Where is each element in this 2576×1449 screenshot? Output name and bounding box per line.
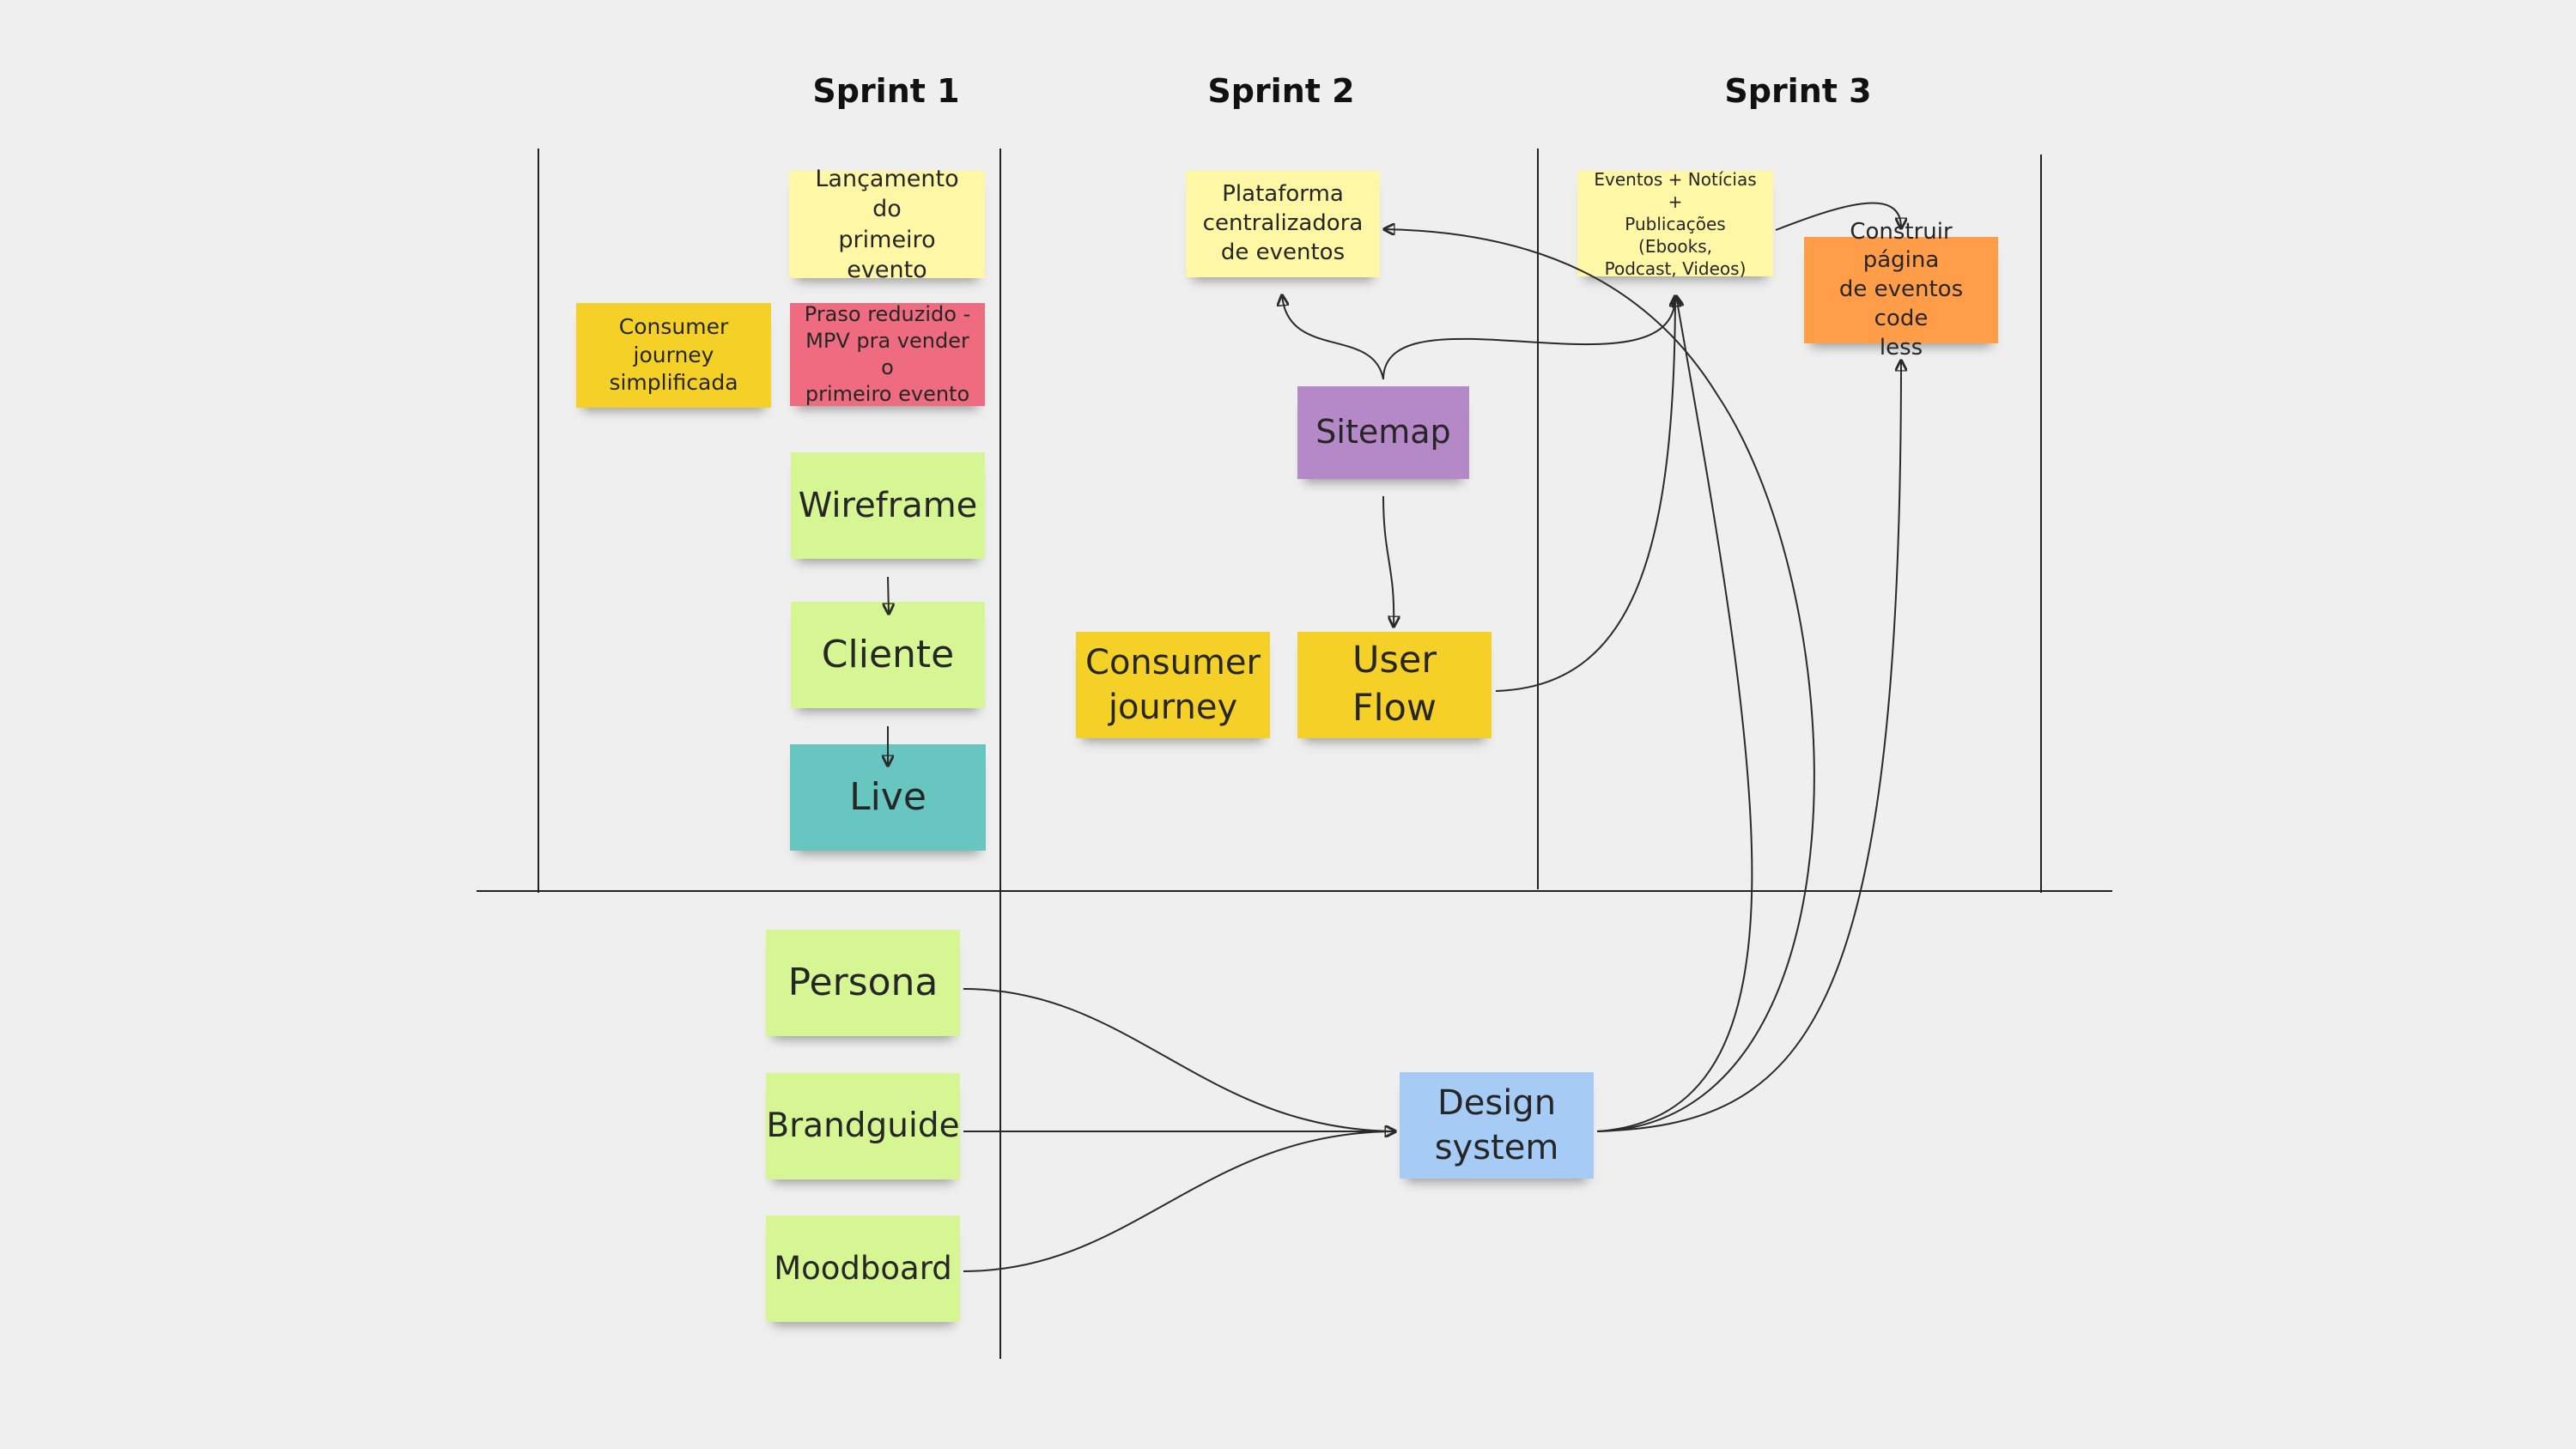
sprint-3-header: Sprint 3 xyxy=(1724,72,1872,110)
connector-sitemap-plataforma[interactable] xyxy=(1282,295,1384,380)
sticky-note-construir-pagina[interactable]: Construir página de eventos code less xyxy=(1804,219,1998,361)
sticky-note-sitemap[interactable]: Sitemap xyxy=(1297,386,1469,479)
grid-line-sprint-1-2 xyxy=(999,149,1001,1359)
grid-line-horizontal xyxy=(477,890,2112,892)
connector-designsystem-eventos[interactable] xyxy=(1596,296,1753,1132)
sticky-note-moodboard[interactable]: Moodboard xyxy=(766,1216,960,1322)
sticky-note-brandguide[interactable]: Brandguide xyxy=(766,1073,960,1179)
sticky-note-eventos-noticias-publicacoes[interactable]: Eventos + Notícias + Publicações (Ebooks… xyxy=(1577,169,1773,279)
sticky-note-praso-reduzido[interactable]: Praso reduzido - MPV pra vender o primei… xyxy=(790,302,985,406)
connector-designsystem-construir[interactable] xyxy=(1596,361,1901,1132)
sprint-2-header: Sprint 2 xyxy=(1207,72,1355,110)
grid-line-left xyxy=(538,149,539,893)
sticky-note-design-system[interactable]: Design system xyxy=(1400,1072,1594,1179)
connector-sitemap-eventos[interactable] xyxy=(1382,296,1675,380)
connector-sitemap-userflow[interactable] xyxy=(1382,495,1394,627)
grid-line-sprint-2-3 xyxy=(1537,149,1539,889)
sprint-1-header: Sprint 1 xyxy=(812,72,960,110)
grid-line-right xyxy=(2040,155,2042,893)
sticky-note-persona[interactable]: Persona xyxy=(766,930,960,1036)
sticky-note-wireframe[interactable]: Wireframe xyxy=(791,452,985,559)
connector-userflow-eventos[interactable] xyxy=(1495,296,1675,692)
sticky-note-plataforma-centralizadora[interactable]: Plataforma centralizadora de eventos xyxy=(1186,171,1380,277)
sticky-note-user-flow[interactable]: User Flow xyxy=(1297,632,1492,738)
sticky-note-live[interactable]: Live xyxy=(790,744,986,851)
connector-moodboard-designsystem[interactable] xyxy=(963,1131,1395,1272)
sticky-note-consumer-journey-simplificada[interactable]: Consumer journey simplificada xyxy=(576,303,771,408)
sticky-note-lancamento[interactable]: Lançamento do primeiro evento xyxy=(789,166,985,283)
connector-persona-designsystem[interactable] xyxy=(963,988,1395,1131)
sticky-note-cliente[interactable]: Cliente xyxy=(791,602,985,708)
sticky-note-consumer-journey[interactable]: Consumer journey xyxy=(1076,632,1270,738)
